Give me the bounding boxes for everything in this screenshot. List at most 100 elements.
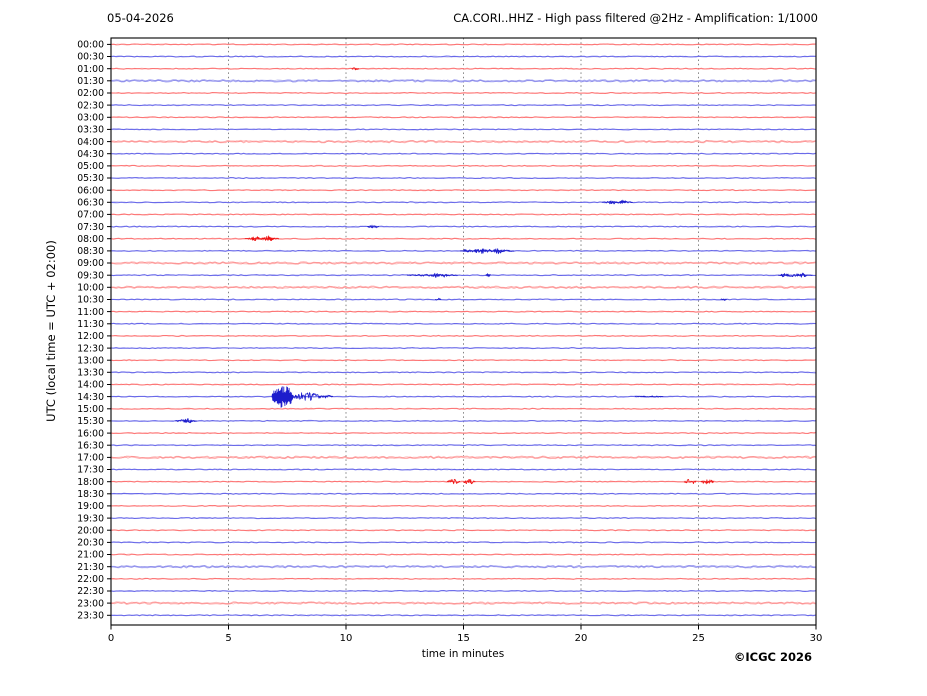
trace-row-05:00	[110, 164, 816, 167]
x-tick-label: 5	[225, 633, 231, 644]
y-tick-label: 12:00	[77, 331, 104, 342]
event-08:00	[250, 236, 261, 242]
trace-texture	[110, 92, 815, 94]
trace-row-04:00	[110, 139, 816, 144]
trace-row-02:00	[110, 91, 816, 95]
trace-texture	[110, 298, 815, 301]
y-tick-label: 20:30	[77, 538, 104, 549]
trace-texture	[110, 517, 815, 520]
y-tick-label: 14:30	[77, 392, 104, 403]
trace-row-09:00	[110, 261, 816, 265]
trace-row-06:30	[110, 201, 816, 204]
x-tick-label: 15	[457, 633, 470, 644]
y-tick-label: 09:00	[77, 258, 104, 269]
y-tick-label: 17:30	[77, 465, 104, 476]
trace-row-21:00	[110, 553, 816, 556]
event-06:30	[601, 200, 633, 204]
trace-texture	[110, 347, 815, 350]
event-18:00	[684, 479, 697, 485]
trace-row-12:30	[110, 347, 816, 350]
y-tick-label: 16:00	[77, 428, 104, 439]
event-09:30	[778, 273, 813, 278]
trace-texture	[110, 480, 815, 483]
date-label: 05-04-2026	[107, 11, 174, 25]
trace-texture	[110, 249, 815, 252]
x-tick-label: 0	[108, 633, 114, 644]
event-06:30	[619, 199, 628, 204]
trace-row-17:30	[110, 468, 816, 471]
trace-row-13:30	[110, 371, 816, 374]
trace-row-23:30	[110, 614, 816, 617]
event-01:00	[351, 67, 360, 71]
trace-row-22:00	[110, 577, 816, 580]
y-tick-label: 04:30	[77, 149, 104, 160]
event-08:30	[463, 248, 470, 253]
y-tick-label: 06:30	[77, 198, 104, 209]
trace-texture	[110, 529, 815, 532]
trace-row-01:30	[110, 79, 816, 83]
event-08:30	[473, 248, 488, 254]
trace-texture	[110, 407, 815, 410]
event-18:00	[463, 478, 476, 485]
x-tick-label: 10	[340, 633, 353, 644]
trace-texture	[110, 565, 815, 569]
y-tick-label: 06:00	[77, 185, 104, 196]
trace-texture	[110, 444, 815, 447]
trace-texture	[110, 310, 815, 313]
trace-row-22:30	[110, 589, 816, 592]
trace-texture	[110, 334, 815, 337]
event-10:30	[720, 298, 727, 301]
event-08:30	[493, 248, 505, 255]
y-tick-label: 18:00	[77, 477, 104, 488]
y-tick-label: 05:00	[77, 161, 104, 172]
event-09:30	[440, 273, 449, 278]
y-tick-label: 08:00	[77, 234, 104, 245]
event-15:30	[183, 418, 193, 424]
trace-texture	[110, 213, 815, 216]
y-tick-label: 04:00	[77, 137, 104, 148]
trace-texture	[110, 553, 815, 556]
y-tick-label: 20:00	[77, 525, 104, 536]
y-tick-label: 17:00	[77, 453, 104, 464]
trace-texture	[110, 140, 815, 143]
trace-texture	[110, 577, 815, 580]
trace-row-08:00	[110, 237, 816, 240]
y-tick-label: 03:30	[77, 125, 104, 136]
trace-texture	[110, 55, 815, 58]
trace-row-14:30	[110, 395, 816, 398]
trace-row-01:00	[110, 67, 816, 70]
trace-row-04:30	[110, 152, 816, 155]
seismic-events	[175, 67, 813, 485]
trace-row-20:30	[110, 541, 816, 544]
y-tick-label: 11:30	[77, 319, 104, 330]
trace-row-10:30	[110, 298, 816, 301]
y-tick-label: 15:00	[77, 404, 104, 415]
trace-texture	[110, 79, 815, 83]
trace-row-20:00	[110, 529, 816, 532]
event-14:30	[634, 395, 664, 398]
trace-texture	[110, 177, 815, 179]
trace-row-15:00	[110, 407, 816, 410]
trace-row-05:30	[110, 176, 816, 180]
trace-texture	[110, 455, 815, 459]
trace-texture	[110, 116, 815, 119]
trace-texture	[110, 419, 815, 422]
x-tick-label: 25	[692, 633, 705, 644]
y-tick-label: 18:30	[77, 489, 104, 500]
trace-texture	[110, 468, 815, 471]
trace-row-17:00	[110, 455, 816, 460]
trace-texture	[110, 492, 815, 495]
trace-row-15:30	[110, 419, 816, 422]
gridlines	[228, 38, 699, 625]
trace-texture	[110, 504, 815, 507]
y-tick-label: 23:30	[77, 611, 104, 622]
event-09:30	[430, 272, 441, 278]
event-07:30	[367, 224, 380, 229]
y-tick-label: 23:00	[77, 598, 104, 609]
trace-row-03:00	[110, 116, 816, 119]
trace-texture	[110, 152, 815, 155]
traces	[110, 43, 817, 617]
